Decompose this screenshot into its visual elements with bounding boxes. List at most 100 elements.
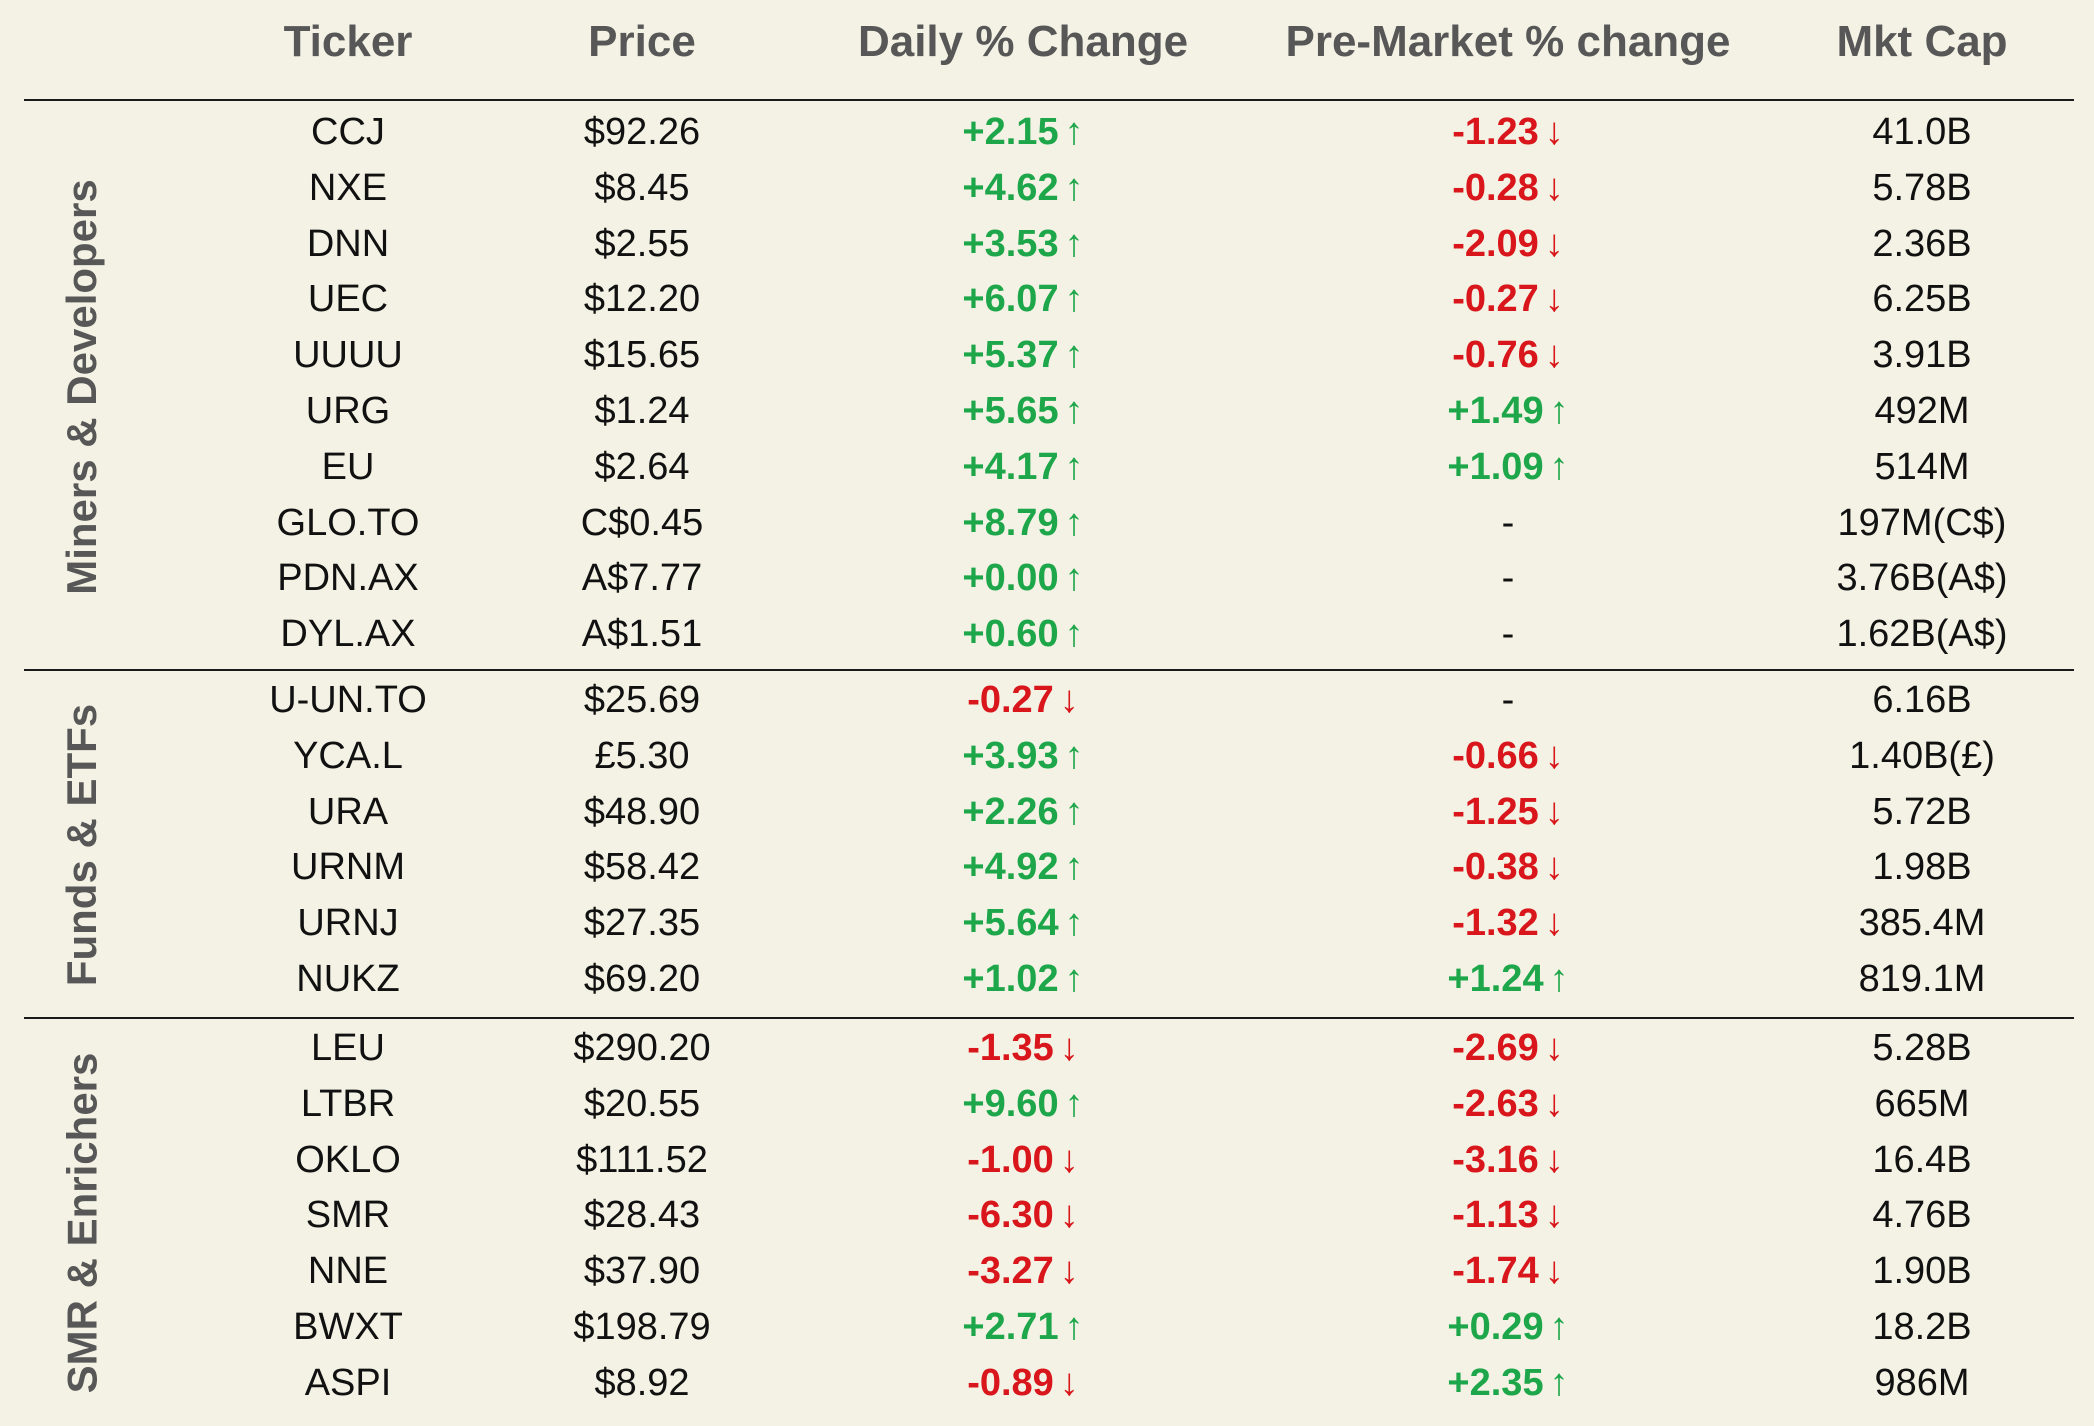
daily-change-cell: -0.27 ↓ bbox=[873, 672, 1173, 728]
arrow-down-icon: ↓ bbox=[1059, 679, 1079, 721]
change-value: -1.74 bbox=[1452, 1250, 1539, 1293]
arrow-up-icon: ↑ bbox=[1064, 501, 1084, 544]
table-row: URNM $58.42 +4.92 ↑ -0.38 ↓ 1.98B bbox=[0, 839, 2094, 895]
price-cell: $8.45 bbox=[594, 166, 690, 209]
change-value: -0.27 bbox=[967, 679, 1054, 721]
table-row: PDN.AX A$7.77 +0.00 ↑ - 3.76B(A$) bbox=[0, 550, 2094, 606]
header-divider bbox=[24, 99, 2074, 101]
table-row: SMR $28.43 -6.30 ↓ -1.13 ↓ 4.76B bbox=[0, 1187, 2094, 1243]
premarket-change-cell: +1.09 ↑ bbox=[1358, 439, 1658, 495]
table-row: U-UN.TO $25.69 -0.27 ↓ - 6.16B bbox=[0, 672, 2094, 728]
premarket-change-cell: -3.16 ↓ bbox=[1358, 1132, 1658, 1188]
change-value: +3.53 bbox=[962, 222, 1059, 265]
daily-change-cell: +5.65 ↑ bbox=[873, 383, 1173, 439]
ticker-cell: OKLO bbox=[295, 1138, 401, 1181]
mkt-cap-cell: 5.78B bbox=[1872, 166, 1972, 209]
ticker-cell: DYL.AX bbox=[280, 613, 416, 656]
daily-change-cell: +2.26 ↑ bbox=[873, 784, 1173, 840]
change-value: +0.60 bbox=[962, 613, 1059, 656]
daily-change-cell: +0.00 ↑ bbox=[873, 550, 1173, 606]
ticker-cell: UUUU bbox=[293, 334, 403, 377]
change-value: -1.35 bbox=[967, 1027, 1054, 1069]
daily-change-cell: +5.64 ↑ bbox=[873, 895, 1173, 951]
arrow-up-icon: ↑ bbox=[1549, 1306, 1569, 1348]
price-cell: $1.24 bbox=[594, 390, 690, 432]
daily-change-cell: -1.35 ↓ bbox=[873, 1020, 1173, 1076]
price-cell: $92.26 bbox=[583, 111, 701, 153]
arrow-up-icon: ↑ bbox=[1549, 958, 1569, 1000]
arrow-down-icon: ↓ bbox=[1544, 846, 1564, 889]
table-row: NXE $8.45 +4.62 ↑ -0.28 ↓ 5.78B bbox=[0, 160, 2094, 216]
change-value: - bbox=[1501, 613, 1515, 656]
daily-change-cell: +2.71 ↑ bbox=[873, 1299, 1173, 1355]
change-value: +2.35 bbox=[1447, 1361, 1544, 1404]
mkt-cap-cell: 492M bbox=[1874, 390, 1970, 432]
daily-change-cell: +4.62 ↑ bbox=[873, 160, 1173, 216]
mkt-cap-cell: 18.2B bbox=[1872, 1306, 1972, 1348]
arrow-up-icon: ↑ bbox=[1064, 166, 1084, 209]
premarket-change-cell: -1.25 ↓ bbox=[1358, 784, 1658, 840]
mkt-cap-cell: 1.40B(£) bbox=[1849, 734, 1995, 777]
table-row: LEU $290.20 -1.35 ↓ -2.69 ↓ 5.28B bbox=[0, 1020, 2094, 1076]
arrow-up-icon: ↑ bbox=[1549, 1361, 1569, 1404]
ticker-cell: GLO.TO bbox=[276, 501, 420, 544]
ticker-cell: NNE bbox=[307, 1250, 389, 1293]
premarket-change-cell: -2.63 ↓ bbox=[1358, 1076, 1658, 1132]
daily-change-cell: +8.79 ↑ bbox=[873, 495, 1173, 551]
arrow-down-icon: ↓ bbox=[1544, 1138, 1564, 1181]
daily-change-cell: +4.17 ↑ bbox=[873, 439, 1173, 495]
arrow-down-icon: ↓ bbox=[1059, 1138, 1079, 1181]
column-header-price: Price bbox=[588, 17, 696, 66]
change-value: +4.92 bbox=[962, 846, 1059, 889]
arrow-up-icon: ↑ bbox=[1064, 445, 1084, 488]
arrow-up-icon: ↑ bbox=[1064, 557, 1084, 600]
change-value: -1.25 bbox=[1452, 790, 1539, 833]
ticker-cell: NUKZ bbox=[296, 958, 400, 1000]
group-divider bbox=[24, 669, 2074, 671]
price-cell: $2.64 bbox=[594, 445, 690, 488]
mkt-cap-cell: 6.16B bbox=[1872, 679, 1972, 721]
table-row: YCA.L £5.30 +3.93 ↑ -0.66 ↓ 1.40B(£) bbox=[0, 728, 2094, 784]
mkt-cap-cell: 3.76B(A$) bbox=[1836, 557, 2008, 600]
change-value: +2.15 bbox=[962, 111, 1059, 153]
change-value: -1.00 bbox=[967, 1138, 1054, 1181]
table-row: BWXT $198.79 +2.71 ↑ +0.29 ↑ 18.2B bbox=[0, 1299, 2094, 1355]
premarket-change-cell: -1.23 ↓ bbox=[1358, 104, 1658, 160]
premarket-change-cell: -0.28 ↓ bbox=[1358, 160, 1658, 216]
ticker-cell: YCA.L bbox=[293, 734, 403, 777]
change-value: -2.63 bbox=[1452, 1082, 1539, 1125]
ticker-cell: BWXT bbox=[293, 1306, 403, 1348]
table-row: URNJ $27.35 +5.64 ↑ -1.32 ↓ 385.4M bbox=[0, 895, 2094, 951]
arrow-down-icon: ↓ bbox=[1544, 902, 1564, 945]
table-header: Ticker Price Daily % Change Pre-Market %… bbox=[0, 0, 2094, 100]
change-value: +5.37 bbox=[962, 334, 1059, 377]
mkt-cap-cell: 4.76B bbox=[1872, 1194, 1972, 1237]
change-value: -2.69 bbox=[1452, 1027, 1539, 1069]
arrow-up-icon: ↑ bbox=[1064, 334, 1084, 377]
price-cell: $48.90 bbox=[583, 790, 701, 833]
ticker-cell: URNJ bbox=[297, 902, 399, 945]
ticker-cell: URA bbox=[307, 790, 389, 833]
ticker-cell: U-UN.TO bbox=[269, 679, 427, 721]
premarket-change-cell: -0.76 ↓ bbox=[1358, 327, 1658, 383]
ticker-cell: PDN.AX bbox=[277, 557, 419, 600]
change-value: -3.16 bbox=[1452, 1138, 1539, 1181]
arrow-up-icon: ↑ bbox=[1064, 1306, 1084, 1348]
ticker-cell: NXE bbox=[308, 166, 388, 209]
change-value: -6.30 bbox=[967, 1194, 1054, 1237]
change-value: +1.09 bbox=[1447, 445, 1544, 488]
arrow-up-icon: ↑ bbox=[1064, 111, 1084, 153]
mkt-cap-cell: 197M(C$) bbox=[1837, 501, 2007, 544]
premarket-change-cell: +2.35 ↑ bbox=[1358, 1355, 1658, 1411]
mkt-cap-cell: 1.90B bbox=[1872, 1250, 1972, 1293]
premarket-change-cell: - bbox=[1358, 606, 1658, 662]
arrow-up-icon: ↑ bbox=[1549, 445, 1569, 488]
mkt-cap-cell: 41.0B bbox=[1872, 111, 1972, 153]
ticker-cell: LEU bbox=[311, 1027, 385, 1069]
arrow-down-icon: ↓ bbox=[1544, 790, 1564, 833]
table-row: DNN $2.55 +3.53 ↑ -2.09 ↓ 2.36B bbox=[0, 216, 2094, 272]
change-value: +5.64 bbox=[962, 902, 1059, 945]
arrow-up-icon: ↑ bbox=[1064, 278, 1084, 321]
table-row: NUKZ $69.20 +1.02 ↑ +1.24 ↑ 819.1M bbox=[0, 951, 2094, 1007]
daily-change-cell: +5.37 ↑ bbox=[873, 327, 1173, 383]
